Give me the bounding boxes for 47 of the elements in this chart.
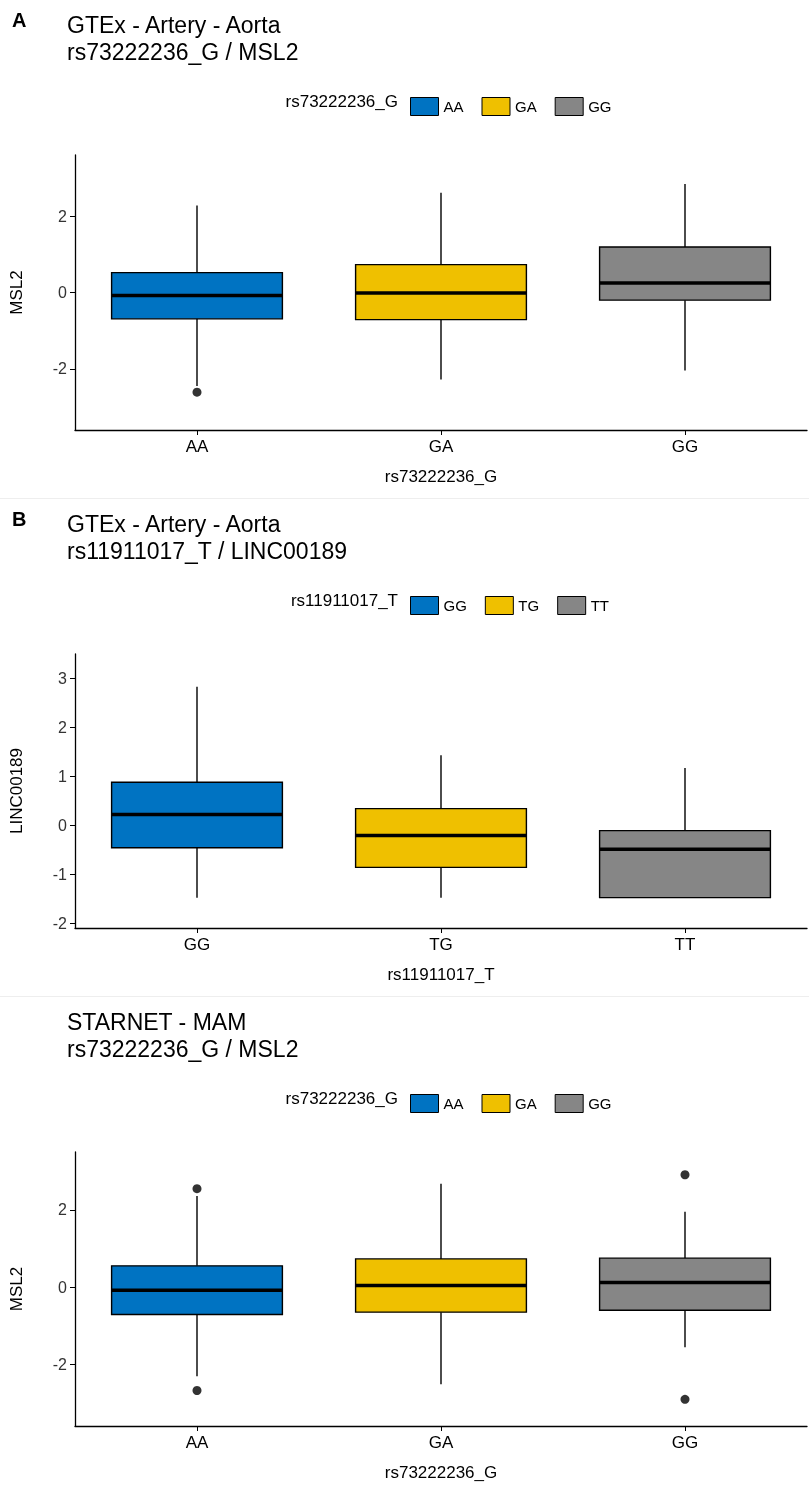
chart-title: GTEx - Artery - Aorta [67,510,281,537]
x-tick-label: GA [428,437,454,456]
legend-label: GA [515,98,537,115]
y-tick-label: -2 [52,1355,68,1373]
legend-label: AA [443,98,464,115]
chart-subtitle: rs11911017_T / LINC00189 [67,537,348,564]
x-tick-label: AA [185,1433,209,1452]
legend-label: AA [443,1095,464,1112]
legend-title: rs11911017_T [290,591,399,610]
legend-label: TG [518,597,540,614]
x-tick-label: GA [428,1433,454,1452]
y-tick-label: 0 [58,816,68,834]
x-axis-title: rs11911017_T [387,965,495,984]
x-axis-title: rs73222236_G [384,1463,498,1482]
y-axis-title: MSL2 [7,270,26,315]
legend-label: GA [515,1095,537,1112]
chart-title: GTEx - Artery - Aorta [67,11,281,38]
y-tick-label: -2 [52,360,68,378]
y-tick-label: 2 [58,1201,68,1219]
x-axis-title: rs73222236_G [384,467,498,486]
y-tick-label: 0 [58,284,68,301]
legend-label: GG [443,597,467,614]
text: A [12,9,27,31]
chart-subtitle: rs73222236_G / MSL2 [67,38,299,65]
legend-title: rs73222236_G [285,1089,399,1108]
y-tick-label: 1 [58,767,68,785]
y-tick-label: 2 [58,207,68,225]
x-tick-label: GG [671,1433,699,1452]
text: B [12,508,27,530]
x-tick-label: TT [674,935,696,954]
x-tick-label: GG [671,437,699,456]
y-tick-label: 2 [58,718,68,736]
y-tick-label: 0 [58,1278,68,1296]
x-tick-label: GG [183,935,211,954]
legend-label: GG [588,1095,612,1112]
chart-subtitle: rs73222236_G / MSL2 [67,1035,299,1062]
x-tick-label: TG [429,935,453,954]
y-tick-label: -1 [52,865,68,883]
chart-title: STARNET - MAM [67,1008,247,1035]
x-tick-label: AA [185,437,209,456]
y-axis-title: MSL2 [7,1266,26,1312]
legend-label: GG [588,98,612,115]
y-tick-label: -2 [52,914,68,932]
legend-label: TT [590,597,609,614]
y-tick-label: 3 [58,669,68,687]
y-axis-title: LINC00189 [7,747,26,835]
legend-title: rs73222236_G [285,92,399,111]
